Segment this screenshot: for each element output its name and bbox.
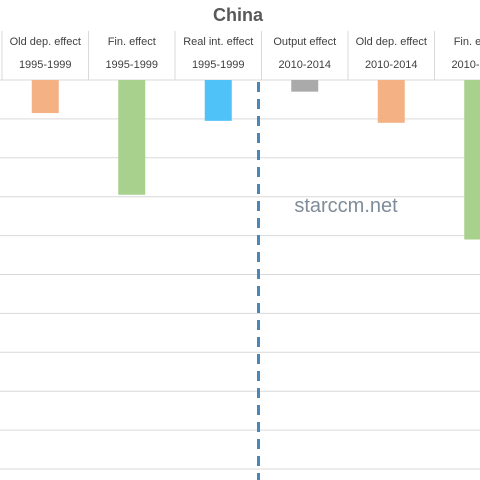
- category-label: Output effect: [273, 36, 336, 48]
- gridlines: [0, 118, 480, 470]
- category-period: 1995-1999: [19, 59, 72, 71]
- watermark: starccm.net: [294, 195, 398, 217]
- bar: [204, 80, 232, 121]
- category-label: Real int. effect: [183, 36, 253, 48]
- category-label: Fin. effect: [108, 36, 156, 48]
- bar: [291, 80, 319, 92]
- category-period: 2010-2014: [278, 59, 331, 71]
- category-label: Old dep. effect: [10, 36, 81, 48]
- bar: [118, 80, 146, 195]
- category-period: 2010-2014: [451, 59, 480, 71]
- category-period: 1995-1999: [192, 59, 245, 71]
- category-label: Old dep. effect: [356, 36, 427, 48]
- bar: [464, 80, 480, 240]
- bar: [31, 80, 59, 114]
- category-period: 2010-2014: [365, 59, 418, 71]
- chart-title: China: [213, 5, 264, 25]
- category-headers: Old dep. effect 1995-1999 Fin. effect 1995-…: [0, 31, 480, 81]
- category-period: 1995-1999: [105, 59, 158, 71]
- bars: [31, 80, 480, 240]
- category-label: Fin. effect: [454, 36, 480, 48]
- bar: [377, 80, 405, 123]
